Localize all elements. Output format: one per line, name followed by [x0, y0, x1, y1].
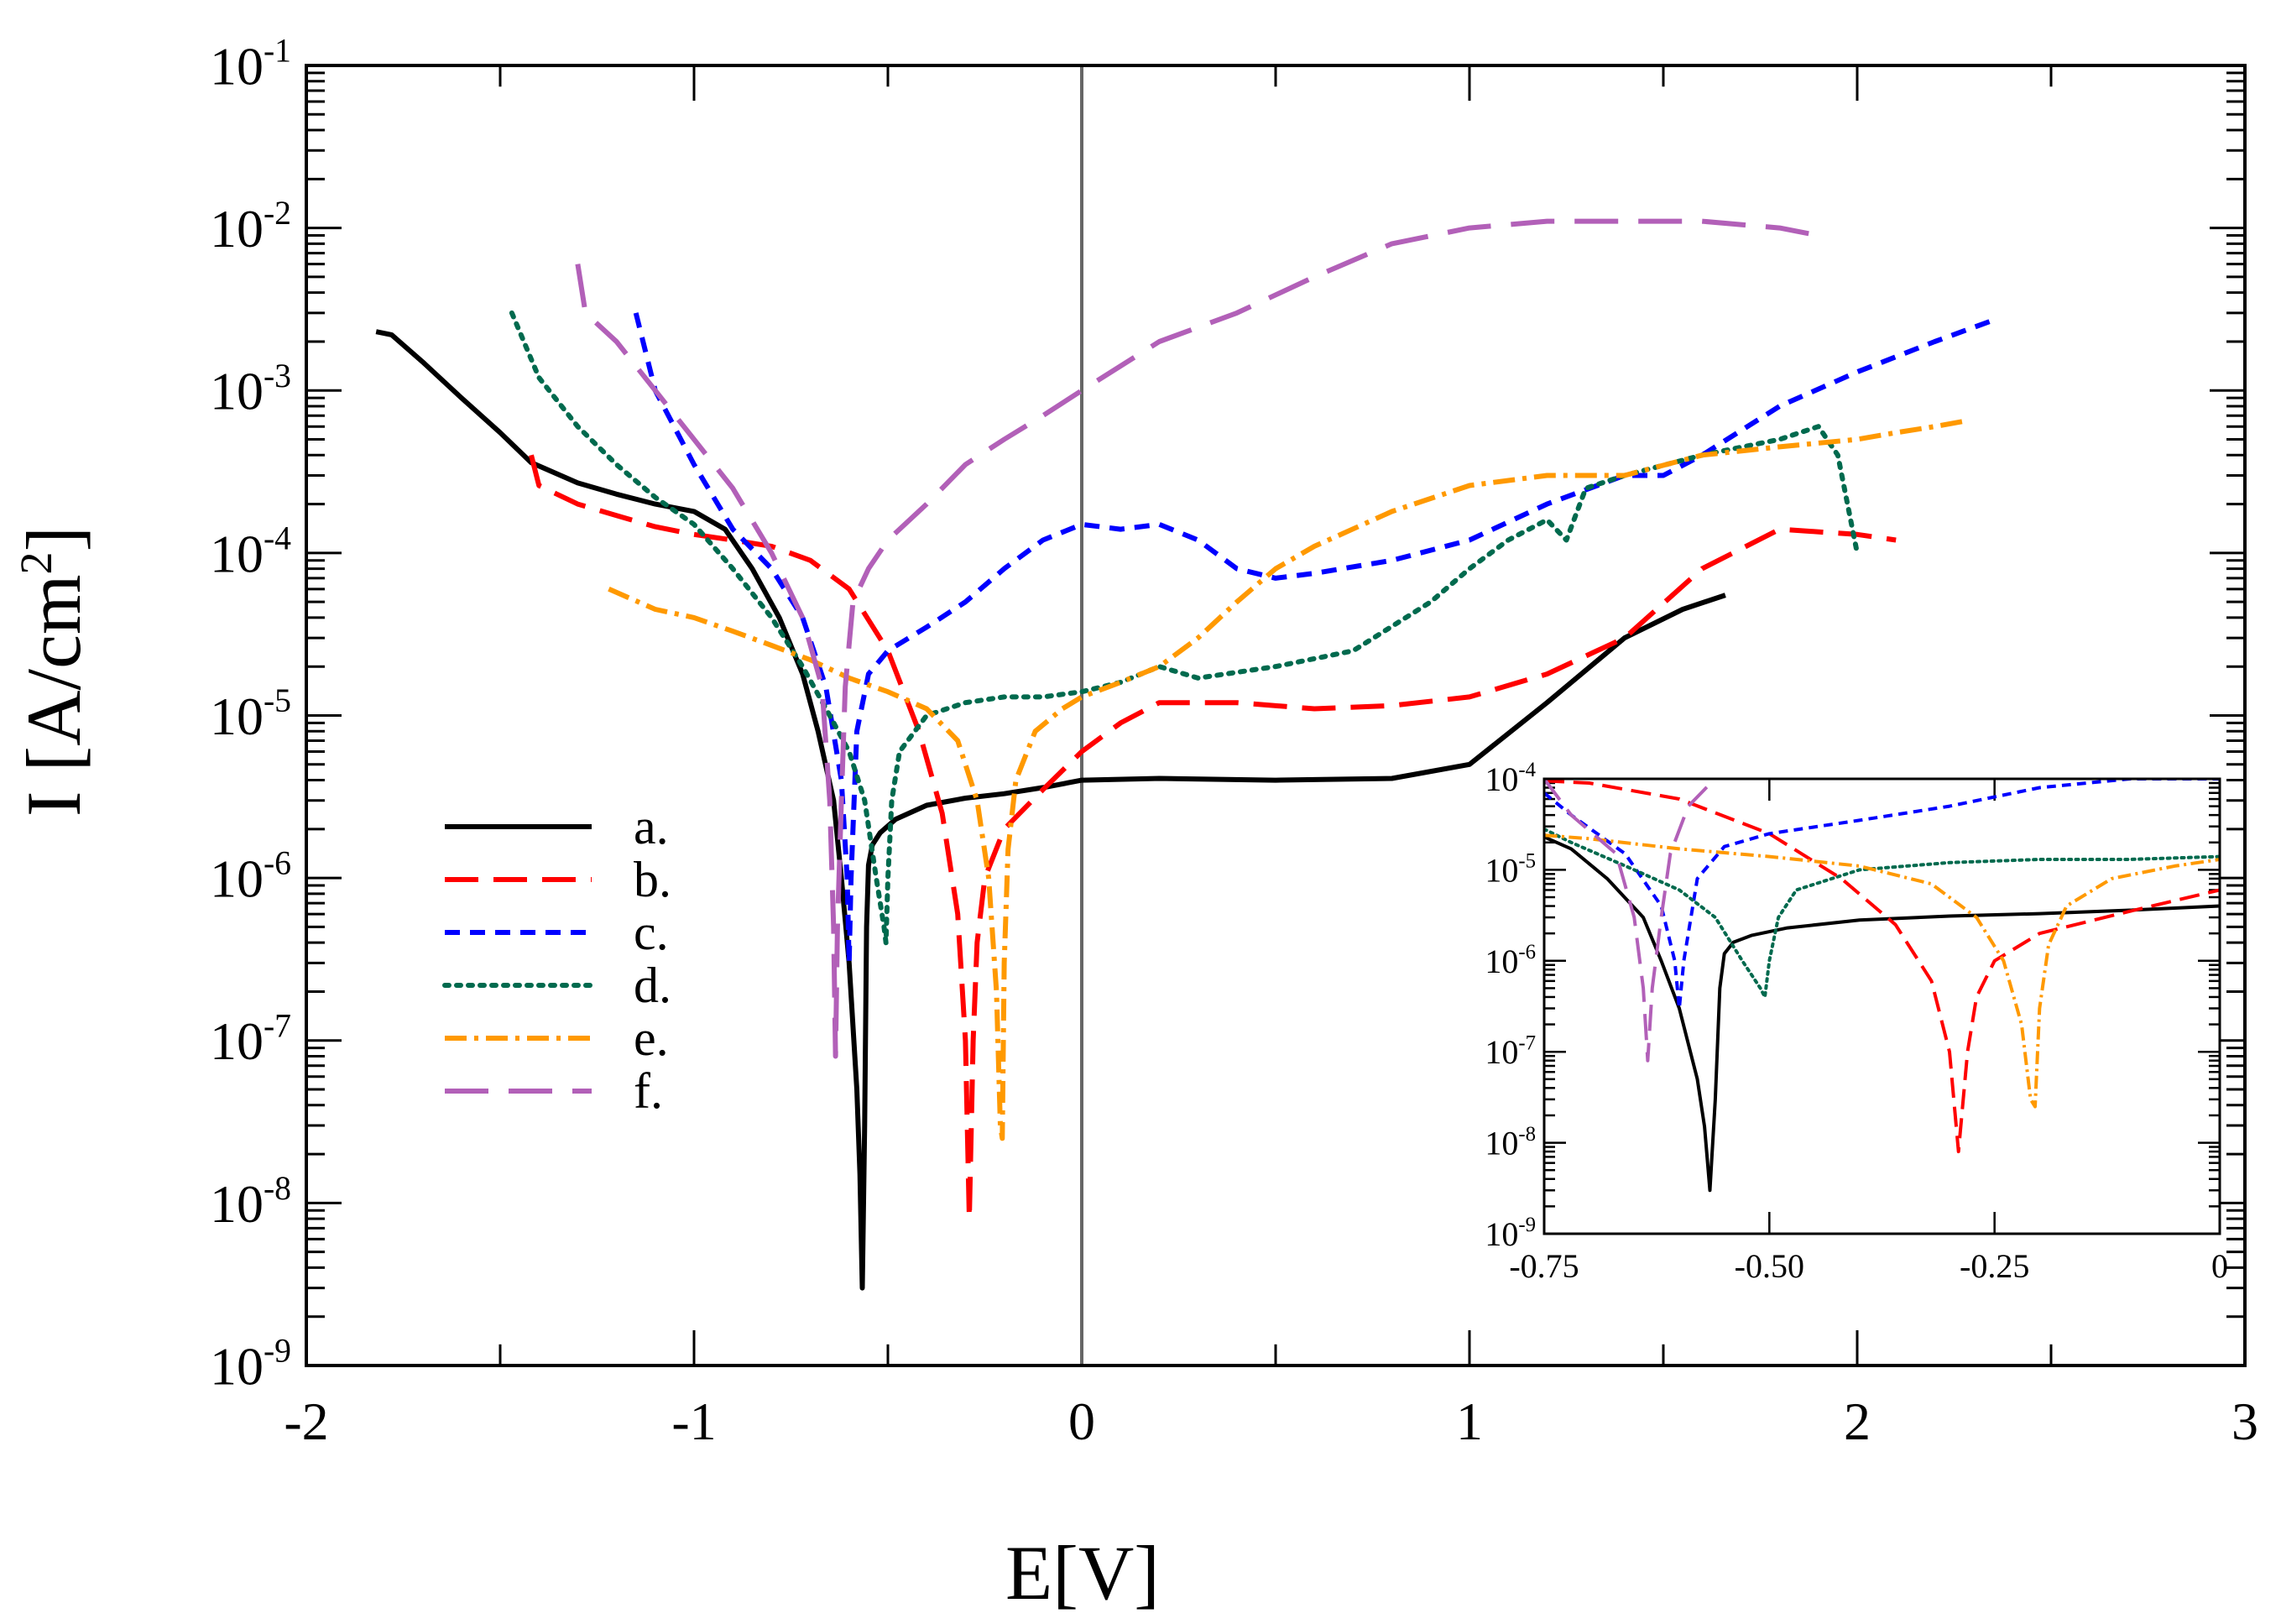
main-y-tick-base: 10: [210, 524, 264, 583]
legend-label-c: c.: [634, 905, 669, 960]
legend-label-f: f.: [634, 1063, 663, 1119]
inset-y-tick-exp: -9: [1518, 1214, 1536, 1236]
legend-label-e: e.: [634, 1010, 669, 1066]
main-x-tick-label: -1: [671, 1392, 716, 1451]
legend: a.b.c.d.e.f.: [442, 799, 671, 1119]
main-y-tick-exp: -3: [264, 358, 291, 394]
inset-chart: 10-910-810-710-610-510-4-0.75 -0.50 -0.25 0: [1485, 759, 2228, 1285]
inset-series-e: [1544, 833, 2220, 1109]
inset-y-tick-base: 10: [1485, 760, 1518, 798]
main-series-b: [529, 454, 1897, 1222]
y-axis-title: I [A/cm2]: [11, 526, 97, 817]
x-axis-title: E[V]: [1005, 1530, 1160, 1616]
main-x-tick-label: 0: [1068, 1392, 1095, 1451]
inset-x-tick-label: -0.25: [1960, 1247, 2029, 1285]
main-y-tick-base: 10: [210, 36, 264, 96]
inset-x-tick-label: -0.75: [1509, 1247, 1579, 1285]
main-y-tick-label: 10-8: [210, 1170, 291, 1234]
main-y-tick-label: 10-6: [210, 845, 291, 909]
main-y-tick-label: 10-9: [210, 1333, 291, 1397]
inset-series-group: [1544, 779, 2220, 1193]
inset-series-b: [1544, 779, 2220, 1154]
main-y-tick-label: 10-5: [210, 682, 291, 746]
inset-plot-background: [1544, 779, 2220, 1234]
inset-y-tick-base: 10: [1485, 851, 1518, 889]
inset-y-tick-exp: -8: [1518, 1123, 1536, 1146]
main-x-tick-label: 3: [2231, 1392, 2258, 1451]
main-series-d: [509, 310, 1860, 946]
main-x-tick-label: 1: [1456, 1392, 1483, 1451]
inset-series-a: [1544, 835, 2220, 1193]
main-chart: E[V] I [A/cm2] 10-910-810-710-610-510-41…: [11, 33, 2258, 1616]
legend-label-a: a.: [634, 799, 669, 854]
inset-series-f: [1544, 779, 1717, 1063]
main-x-tick-label: 2: [1844, 1392, 1871, 1451]
y-axis-title-prefix: I [A/cm: [11, 574, 97, 817]
main-series-c: [633, 312, 1994, 966]
main-y-tick-base: 10: [210, 687, 264, 746]
main-y-tick-label: 10-1: [210, 33, 291, 97]
main-y-tick-exp: -9: [264, 1333, 291, 1370]
inset-y-tick-exp: -6: [1518, 941, 1536, 963]
main-series-f: [575, 218, 1819, 1059]
main-y-tick-exp: -2: [264, 195, 291, 232]
main-y-tick-label: 10-4: [210, 520, 291, 583]
main-x-tick-label: -2: [284, 1392, 328, 1451]
legend-label-d: d.: [634, 958, 671, 1013]
main-y-ticks: 10-910-810-710-610-510-410-310-210-1: [210, 33, 2245, 1397]
inset-y-tick-base: 10: [1485, 1125, 1518, 1162]
main-y-tick-label: 10-2: [210, 195, 291, 258]
main-series-group: [375, 218, 1994, 1291]
inset-y-tick-exp: -4: [1518, 759, 1536, 781]
main-y-tick-exp: -8: [264, 1170, 291, 1207]
inset-y-tick-label: 10-7: [1485, 1031, 1536, 1071]
inset-y-tick-label: 10-5: [1485, 850, 1536, 890]
inset-x-tick-label: 0: [2211, 1247, 2228, 1285]
inset-x-tick-label: -0.50: [1735, 1247, 1804, 1285]
inset-series-c: [1544, 779, 2220, 1010]
inset-y-tick-exp: -5: [1518, 850, 1536, 873]
main-y-tick-base: 10: [210, 1174, 264, 1234]
inset-y-tick-label: 10-8: [1485, 1123, 1536, 1162]
main-x-ticks: -2 -1 0 1 2 3: [284, 65, 2258, 1451]
main-y-tick-base: 10: [210, 1011, 264, 1071]
main-y-tick-label: 10-7: [210, 1007, 291, 1071]
inset-y-tick-label: 10-4: [1485, 759, 1536, 798]
inset-y-ticks: 10-910-810-710-610-510-4: [1485, 759, 2220, 1253]
main-y-tick-base: 10: [210, 362, 264, 421]
main-y-tick-base: 10: [210, 849, 264, 909]
inset-y-tick-base: 10: [1485, 943, 1518, 980]
inset-series-d: [1544, 827, 2220, 999]
inset-plot-frame: [1542, 777, 2221, 1235]
inset-y-tick-label: 10-6: [1485, 941, 1536, 980]
inset-x-ticks: -0.75 -0.50 -0.25 0: [1509, 779, 2228, 1285]
main-y-tick-exp: -7: [264, 1007, 291, 1044]
main-y-tick-label: 10-3: [210, 358, 291, 421]
inset-y-tick-exp: -7: [1518, 1031, 1536, 1054]
main-y-tick-exp: -4: [264, 520, 291, 556]
main-plot-frame: [305, 64, 2247, 1367]
inset-y-tick-base: 10: [1485, 1033, 1518, 1071]
main-series-e: [608, 418, 1966, 1141]
inset-y-tick-label: 10-9: [1485, 1214, 1536, 1253]
y-axis-title-sup: 2: [11, 551, 61, 574]
main-y-tick-base: 10: [210, 199, 264, 258]
main-y-tick-exp: -1: [264, 33, 291, 70]
y-axis-title-suffix: ]: [11, 526, 97, 552]
main-series-a: [375, 329, 1726, 1291]
inset-y-tick-base: 10: [1485, 1215, 1518, 1253]
main-y-tick-exp: -5: [264, 682, 291, 719]
legend-label-b: b.: [634, 852, 671, 907]
main-minor-ticks: [306, 71, 2245, 1319]
main-y-tick-base: 10: [210, 1336, 264, 1396]
main-y-tick-exp: -6: [264, 845, 291, 882]
